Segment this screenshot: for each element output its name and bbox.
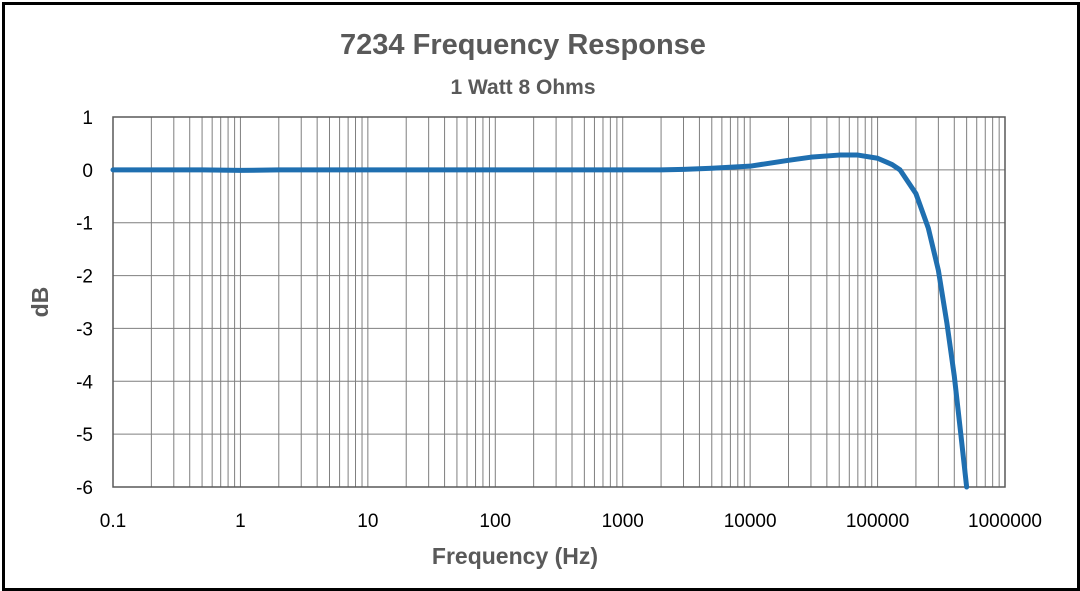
x-tick-labels: 0.1 1 10 100 1000 10000 100000 1000000 <box>100 511 1042 532</box>
chart-title: 7234 Frequency Response <box>340 29 706 61</box>
grid-lines <box>113 117 1005 487</box>
series-line <box>110 152 970 490</box>
y-tick-label: -3 <box>76 319 93 340</box>
x-tick-label: 0.1 <box>100 511 126 532</box>
x-tick-label: 100000 <box>846 511 909 532</box>
plot-area-border <box>112 116 1006 488</box>
y-tick-labels: 1 0 -1 -2 -3 -4 -5 -6 <box>76 108 93 499</box>
y-tick-label: -2 <box>76 267 93 288</box>
y-tick-label: 1 <box>82 108 93 129</box>
y-tick-label: 0 <box>82 161 93 182</box>
x-tick-label: 10 <box>357 511 378 532</box>
chart-subtitle: 1 Watt 8 Ohms <box>450 76 595 99</box>
x-tick-label: 1000000 <box>968 511 1042 532</box>
y-tick-label: -4 <box>76 372 93 393</box>
y-tick-label: -5 <box>76 425 93 446</box>
x-tick-label: 10000 <box>724 511 777 532</box>
x-axis-label: Frequency (Hz) <box>432 543 598 569</box>
y-tick-label: -6 <box>76 478 93 499</box>
x-tick-label: 100 <box>479 511 511 532</box>
x-tick-label: 1000 <box>602 511 644 532</box>
y-axis-label: dB <box>27 287 53 318</box>
x-tick-label: 1 <box>235 511 246 532</box>
y-tick-label: -1 <box>76 214 93 235</box>
